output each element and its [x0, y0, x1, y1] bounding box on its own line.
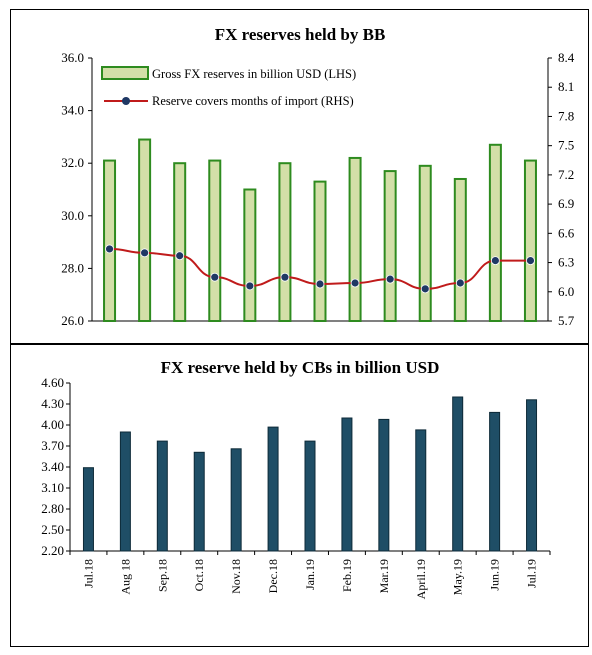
top-left-tick-label: 26.0 — [61, 313, 84, 328]
bottom-bars — [82, 396, 538, 552]
top-left-y-axis: 36.0 34.0 32.0 30.0 28.0 26.0 — [61, 50, 548, 328]
top-line-point — [385, 274, 395, 284]
bottom-y-tick-label: 3.10 — [41, 480, 64, 495]
bottom-bar — [452, 396, 464, 552]
top-right-tick-label: 6.0 — [558, 284, 574, 299]
bottom-y-tick-label: 2.80 — [41, 501, 64, 516]
top-line-point — [455, 278, 465, 288]
bottom-x-tick-label: Jan.19 — [303, 559, 317, 590]
legend-label-bars: Gross FX reserves in billion USD (LHS) — [152, 67, 356, 81]
top-bar — [243, 188, 257, 322]
bottom-bar — [415, 429, 427, 552]
top-line-point — [140, 248, 150, 258]
top-legend: Gross FX reserves in billion USD (LHS) Re… — [101, 66, 356, 108]
bottom-y-axis: 4.60 4.30 4.00 3.70 3.40 3.10 2.80 2.50 2.20 — [41, 375, 551, 558]
top-left-tick-label: 34.0 — [61, 103, 84, 118]
legend-swatch-bars — [101, 66, 149, 80]
bottom-bar — [119, 431, 131, 552]
bottom-x-tick-label: Nov.18 — [229, 559, 243, 594]
bottom-y-tick-label: 3.70 — [41, 438, 64, 453]
top-chart-title: FX reserves held by BB — [215, 25, 386, 44]
top-line-point — [210, 272, 220, 282]
top-right-tick-label: 6.3 — [558, 255, 574, 270]
top-right-tick-label: 7.5 — [558, 138, 574, 153]
top-left-tick-label: 36.0 — [61, 50, 84, 65]
bottom-bar — [82, 467, 94, 552]
top-bar — [348, 156, 362, 322]
bottom-x-tick-label: Jul.18 — [81, 559, 95, 588]
top-line-point — [350, 278, 360, 288]
bottom-x-tick-label: Feb.19 — [340, 559, 354, 592]
top-line-point — [526, 256, 535, 266]
top-left-tick-label: 28.0 — [61, 260, 84, 275]
bottom-bar — [378, 418, 390, 552]
bottom-x-tick-label: Dec.18 — [266, 559, 280, 593]
bottom-x-tick-label: Oct.18 — [192, 559, 206, 591]
top-line-point — [280, 272, 290, 282]
top-right-tick-label: 6.9 — [558, 196, 574, 211]
top-left-tick-label: 30.0 — [61, 208, 84, 223]
top-right-tick-label: 6.6 — [558, 225, 575, 240]
legend-label-line: Reserve covers months of import (RHS) — [152, 94, 354, 108]
bottom-panel-border — [10, 344, 589, 647]
top-line-series — [105, 244, 535, 294]
bottom-bar — [230, 448, 242, 552]
top-bar — [138, 138, 152, 322]
top-bar — [173, 162, 187, 322]
bottom-y-tick-label: 4.30 — [41, 396, 64, 411]
top-line-point — [245, 281, 255, 291]
top-bar — [523, 159, 537, 322]
top-line-point — [175, 251, 185, 261]
top-bar — [453, 177, 467, 322]
top-right-y-axis: 8.4 8.1 7.8 7.5 7.2 6.9 6.6 6.3 6.0 5.7 — [547, 50, 575, 328]
bottom-bar — [526, 399, 538, 552]
bottom-x-tick-label: Sep.18 — [155, 559, 169, 592]
bottom-bar — [304, 440, 316, 552]
top-bar — [488, 143, 502, 322]
top-bar — [383, 170, 397, 322]
bottom-y-tick-label: 2.50 — [41, 522, 64, 537]
top-bar — [313, 180, 327, 322]
top-panel-border — [10, 9, 589, 344]
top-right-tick-label: 5.7 — [558, 313, 575, 328]
top-bar — [208, 159, 222, 322]
bottom-x-tick-label: Mar.19 — [377, 559, 391, 593]
legend-swatch-marker — [122, 97, 130, 105]
bottom-bar — [341, 417, 353, 552]
bottom-x-tick-label: Aug 18 — [118, 559, 132, 595]
top-line-point — [105, 244, 114, 254]
top-bars — [103, 138, 537, 322]
bottom-x-tick-label: May.19 — [451, 559, 465, 595]
bottom-y-tick-label: 3.40 — [41, 459, 64, 474]
bottom-x-tick-label: April.19 — [414, 559, 428, 599]
top-line-point — [315, 279, 325, 289]
bottom-chart-title: FX reserve held by CBs in billion USD — [161, 358, 440, 377]
bottom-x-tick-label: Jun.19 — [488, 559, 502, 591]
bottom-bar — [193, 451, 205, 552]
bottom-x-tick-labels: Jul.18 Aug 18 Sep.18 Oct.18 Nov.18 Dec.18 Jan.… — [81, 559, 538, 599]
top-right-tick-label: 8.4 — [558, 50, 575, 65]
bottom-y-tick-label: 4.60 — [41, 375, 64, 390]
bottom-x-tick-label: Jul.19 — [525, 559, 539, 588]
bottom-bar — [267, 426, 279, 552]
top-bar — [278, 162, 292, 322]
bottom-y-tick-label: 2.20 — [41, 543, 64, 558]
top-left-tick-label: 32.0 — [61, 155, 84, 170]
top-right-tick-label: 8.1 — [558, 79, 574, 94]
top-line-point — [490, 256, 500, 266]
top-right-tick-label: 7.2 — [558, 167, 574, 182]
top-right-tick-label: 7.8 — [558, 108, 574, 123]
bottom-y-tick-label: 4.00 — [41, 417, 64, 432]
top-bar — [418, 164, 432, 322]
bottom-bar — [156, 440, 168, 552]
top-bar — [103, 159, 117, 322]
top-line-point — [420, 284, 430, 294]
bottom-bar — [489, 411, 501, 552]
